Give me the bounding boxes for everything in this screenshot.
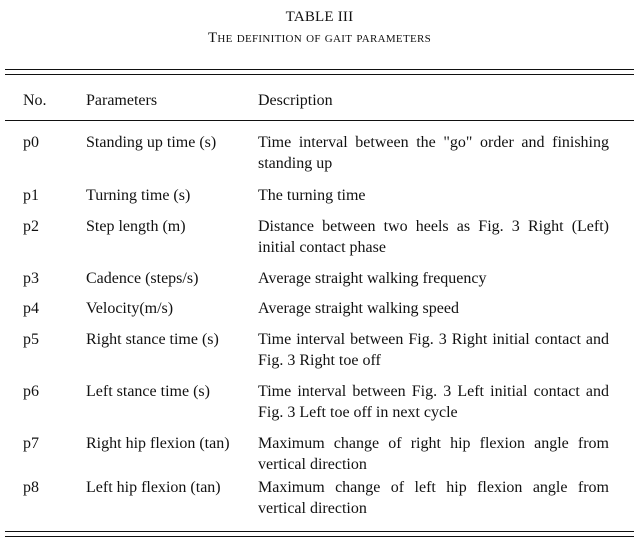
- row-parameter: Cadence (steps/s): [86, 270, 199, 287]
- row-parameter: Right stance time (s): [86, 331, 219, 348]
- table-title: The definition of gait parameters: [207, 30, 432, 46]
- table-header-row: No. Parameters Description: [0, 90, 639, 112]
- row-parameter: Left hip flexion (tan): [86, 479, 221, 496]
- row-description: Average straight walking speed: [258, 300, 459, 317]
- row-no: p1: [23, 187, 39, 204]
- row-description: Time interval between the "go" order and…: [258, 134, 609, 172]
- header-rule: [5, 120, 634, 121]
- row-parameter: Step length (m): [86, 218, 186, 235]
- top-rule-inner: [5, 74, 634, 76]
- row-parameter: Turning time (s): [86, 187, 191, 204]
- row-description: Maximum change of right hip flexion angl…: [258, 435, 609, 473]
- row-no: p0: [23, 134, 39, 151]
- top-rule-outer: [5, 69, 634, 71]
- table-number: TABLE III: [285, 9, 354, 25]
- row-description: Average straight walking frequency: [258, 270, 487, 287]
- header-parameters: Parameters: [86, 92, 158, 109]
- row-parameter: Right hip flexion (tan): [86, 435, 230, 452]
- row-parameter: Standing up time (s): [86, 134, 217, 151]
- row-no: p2: [23, 218, 39, 235]
- bottom-rule-outer: [5, 536, 634, 538]
- row-no: p8: [23, 479, 39, 496]
- row-description: The turning time: [258, 187, 366, 204]
- row-description: Time interval between Fig. 3 Right initi…: [258, 331, 609, 369]
- row-no: p6: [23, 383, 39, 400]
- row-parameter: Left stance time (s): [86, 383, 210, 400]
- header-description: Description: [258, 92, 333, 109]
- row-no: p4: [23, 300, 39, 317]
- row-no: p7: [23, 435, 39, 452]
- row-description: Time interval between Fig. 3 Left initia…: [258, 383, 609, 421]
- row-no: p5: [23, 331, 39, 348]
- header-no: No.: [23, 92, 47, 109]
- row-description: Distance between two heels as Fig. 3 Rig…: [258, 218, 609, 256]
- row-parameter: Velocity(m/s): [86, 300, 174, 317]
- bottom-rule-inner: [5, 531, 634, 533]
- row-no: p3: [23, 270, 39, 287]
- row-description: Maximum change of left hip flexion angle…: [258, 479, 609, 517]
